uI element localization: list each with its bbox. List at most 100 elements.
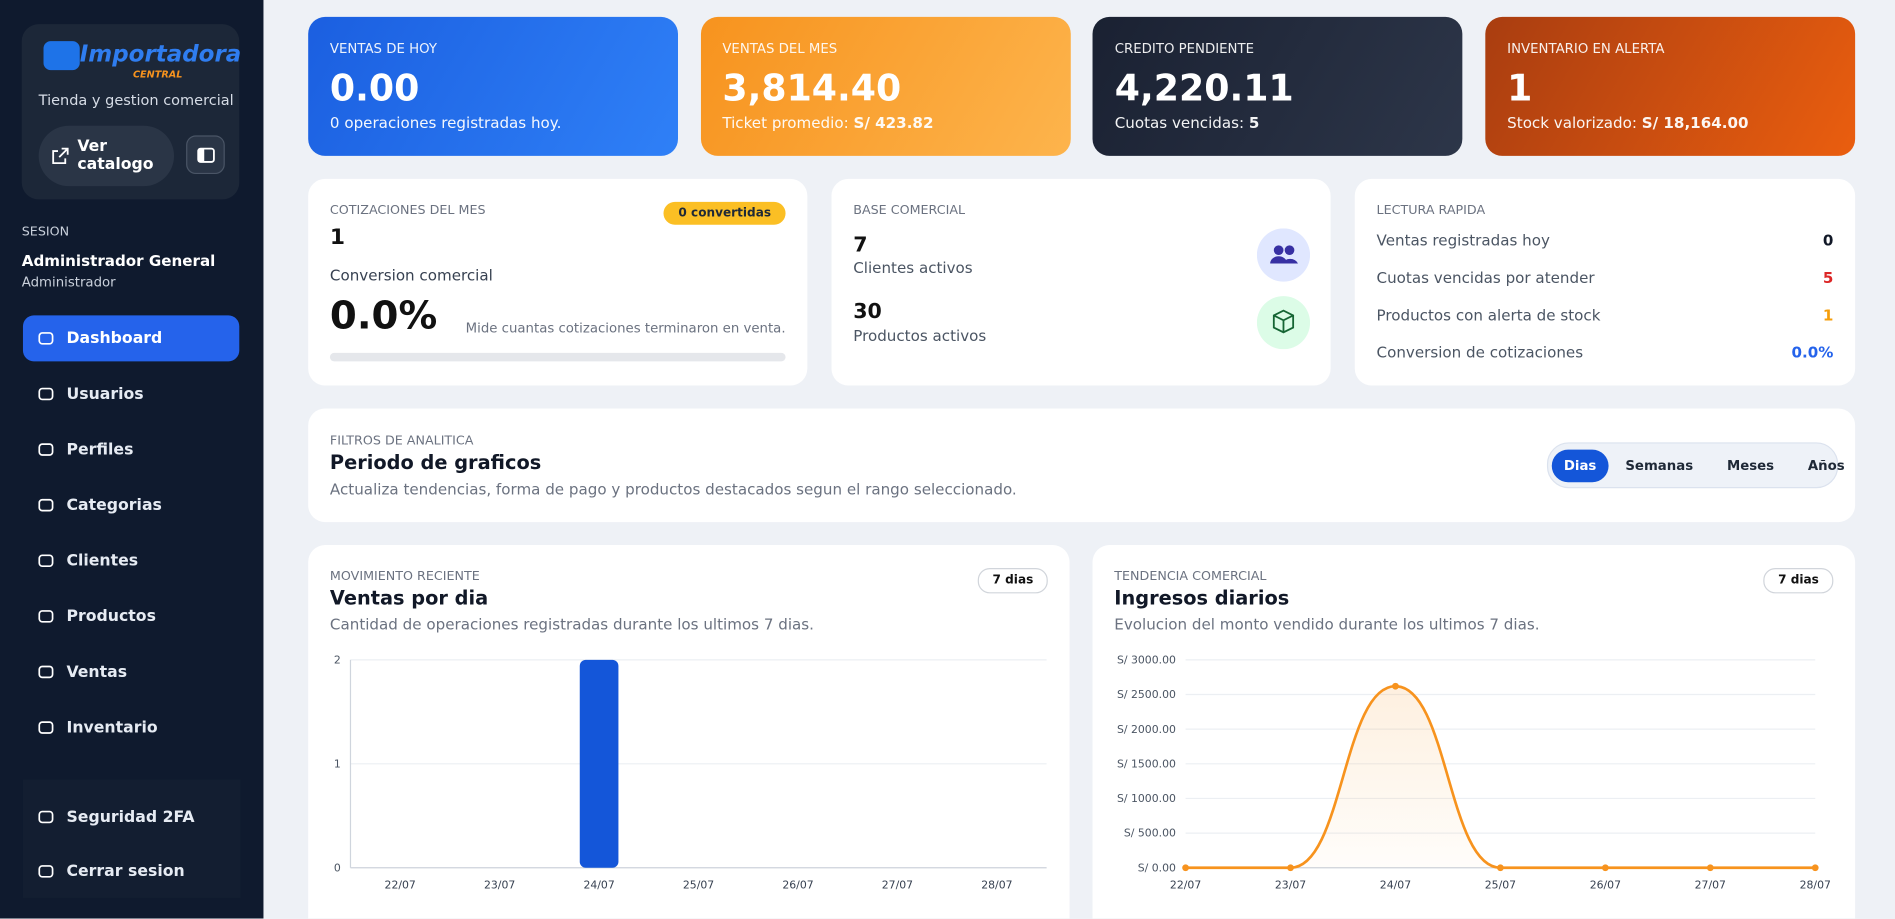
quick-label: LECTURA RAPIDA [1376, 203, 1486, 218]
external-icon [52, 147, 69, 165]
x-tick-label: 24/07 [1380, 878, 1411, 891]
x-tick-label: 23/07 [484, 878, 515, 891]
point [1497, 864, 1504, 872]
icon-shape [38, 443, 54, 456]
kpi-note: 0 operaciones registradas hoy. [330, 114, 561, 132]
quick-row-label: Cuotas vencidas por atender [1376, 268, 1595, 287]
menu-item[interactable]: Inventario [23, 705, 239, 751]
kpi-card: INVENTARIO EN ALERTA 1 Stock valorizado: S… [1485, 16, 1856, 156]
x-tick-label: 25/07 [683, 878, 714, 891]
x-tick-label: 28/07 [981, 878, 1012, 891]
kpi-value: 0.00 [329, 67, 420, 110]
menu-item[interactable]: Ventas [23, 649, 239, 695]
catalog-label: Ver catalogo [77, 137, 154, 175]
conversion-note: Mide cuantas cotizaciones terminaron en … [465, 320, 786, 336]
menu-label: Ventas [66, 662, 128, 682]
menu-item[interactable]: Categorias [23, 482, 239, 528]
chart-subtitle: Cantidad de operaciones registradas dura… [329, 615, 814, 634]
x-tick-label: 26/07 [782, 878, 813, 891]
menu-icon [38, 865, 54, 878]
filters-card: FILTROS DE ANALITICA Periodo de graficos… [308, 408, 1856, 523]
quick-row-label: Productos con alerta de stock [1376, 305, 1601, 324]
y-tick-label: S/ 2000.00 [1117, 723, 1176, 736]
chart-badge: 7 dias [978, 568, 1048, 594]
kpi-card: VENTAS DEL MES 3,814.40 Ticket promedio: S… [700, 16, 1071, 156]
menu-item[interactable]: Seguridad 2FA [23, 794, 239, 840]
kpi-card: CREDITO PENDIENTE 4,220.11 Cuotas vencidas… [1093, 16, 1463, 156]
progress-bar [329, 352, 786, 362]
period-tab[interactable]: Años [1807, 457, 1845, 474]
toggle-icon [197, 147, 215, 163]
kpi-note-value: 5 [1248, 113, 1260, 132]
x-tick-label: 22/07 [1170, 878, 1201, 891]
clients-value: 7 [853, 233, 868, 258]
catalog-button[interactable]: Ver catalogo [38, 125, 175, 187]
quick-row-value: 1 [1822, 305, 1834, 324]
kpi-note: Cuotas vencidas: 5 [1115, 114, 1260, 132]
kpi-card: VENTAS DE HOY 0.00 0 operaciones registrad… [308, 16, 678, 156]
menu-item[interactable]: Clientes [23, 538, 239, 584]
line [1185, 684, 1816, 870]
kpi-note-value: S/ 18,164.00 [1641, 113, 1749, 132]
filters-subtitle: Actualiza tendencias, forma de pago y pr… [329, 479, 1017, 498]
menu-item[interactable]: Cerrar sesion [23, 848, 239, 894]
icon-shape [38, 332, 54, 345]
clients-label: Clientes activos [853, 258, 973, 277]
x-tick-label: 25/07 [1485, 878, 1516, 891]
y-tick-label: 2 [334, 653, 341, 666]
brand: Importadora [79, 41, 242, 68]
quick-row-value: 5 [1822, 268, 1834, 287]
point [1706, 864, 1714, 872]
area [1185, 686, 1816, 868]
quotes-card: COTIZACIONES DEL MES 1 0 convertidas Con… [308, 178, 808, 386]
menu-label: Productos [66, 607, 156, 626]
point [1182, 864, 1189, 872]
period-tab[interactable]: Semanas [1625, 457, 1694, 474]
x-tick-label: 22/07 [385, 878, 416, 891]
y-tick-label: S/ 0.00 [1138, 861, 1176, 874]
kpi-note-value: S/ 423.82 [853, 113, 934, 132]
kpi-label: VENTAS DEL MES [722, 41, 838, 57]
kpi-label: CREDITO PENDIENTE [1114, 41, 1255, 57]
chart-kicker: MOVIMIENTO RECIENTE [329, 569, 480, 584]
kpi-label: INVENTARIO EN ALERTA [1507, 41, 1665, 57]
menu-item[interactable]: Perfiles [23, 427, 239, 473]
x-tick-label: 27/07 [882, 878, 913, 891]
chart-subtitle: Evolucion del monto vendido durante los … [1114, 615, 1540, 634]
menu-icon [38, 810, 54, 824]
icon-shape [38, 610, 54, 623]
point [1601, 864, 1609, 872]
base-label: BASE COMERCIAL [853, 203, 966, 218]
quick-row-label: Conversion de cotizaciones [1376, 343, 1584, 362]
base-icons [1256, 228, 1311, 350]
point [1811, 864, 1819, 872]
kpi-note: Ticket promedio: S/ 423.82 [722, 114, 933, 132]
period-tabs: Dias Semanas Meses Años [1546, 442, 1845, 489]
menu-icon [38, 332, 54, 345]
icon-shape [38, 554, 54, 568]
point [1287, 864, 1294, 872]
kpi-note-text: 0 operaciones registradas hoy. [329, 113, 562, 132]
menu-item[interactable]: Dashboard [22, 315, 240, 362]
menu-icon [38, 498, 54, 512]
kpi-note-text: Cuotas vencidas: [1114, 113, 1245, 132]
products-value: 30 [853, 299, 882, 324]
x-tick-label: 23/07 [1275, 878, 1306, 891]
products-label: Productos activos [853, 326, 987, 345]
menu-label: Clientes [66, 551, 139, 570]
logo-icon [43, 41, 80, 71]
icon-shape [38, 810, 54, 824]
icon-shape [38, 665, 54, 679]
period-tab[interactable]: Dias [1551, 448, 1609, 482]
bar [579, 659, 619, 868]
filters-title: Periodo de graficos [329, 450, 542, 474]
x-tick-label: 27/07 [1695, 878, 1726, 891]
toggle-button[interactable] [186, 135, 225, 175]
x-tick-label: 28/07 [1800, 878, 1831, 891]
conversion-label: Conversion comercial [329, 265, 493, 285]
menu-item[interactable]: Usuarios [23, 371, 239, 417]
period-tab[interactable]: Meses [1726, 457, 1775, 474]
y-tick-label: 0 [334, 861, 341, 874]
menu-item[interactable]: Productos [23, 593, 239, 639]
